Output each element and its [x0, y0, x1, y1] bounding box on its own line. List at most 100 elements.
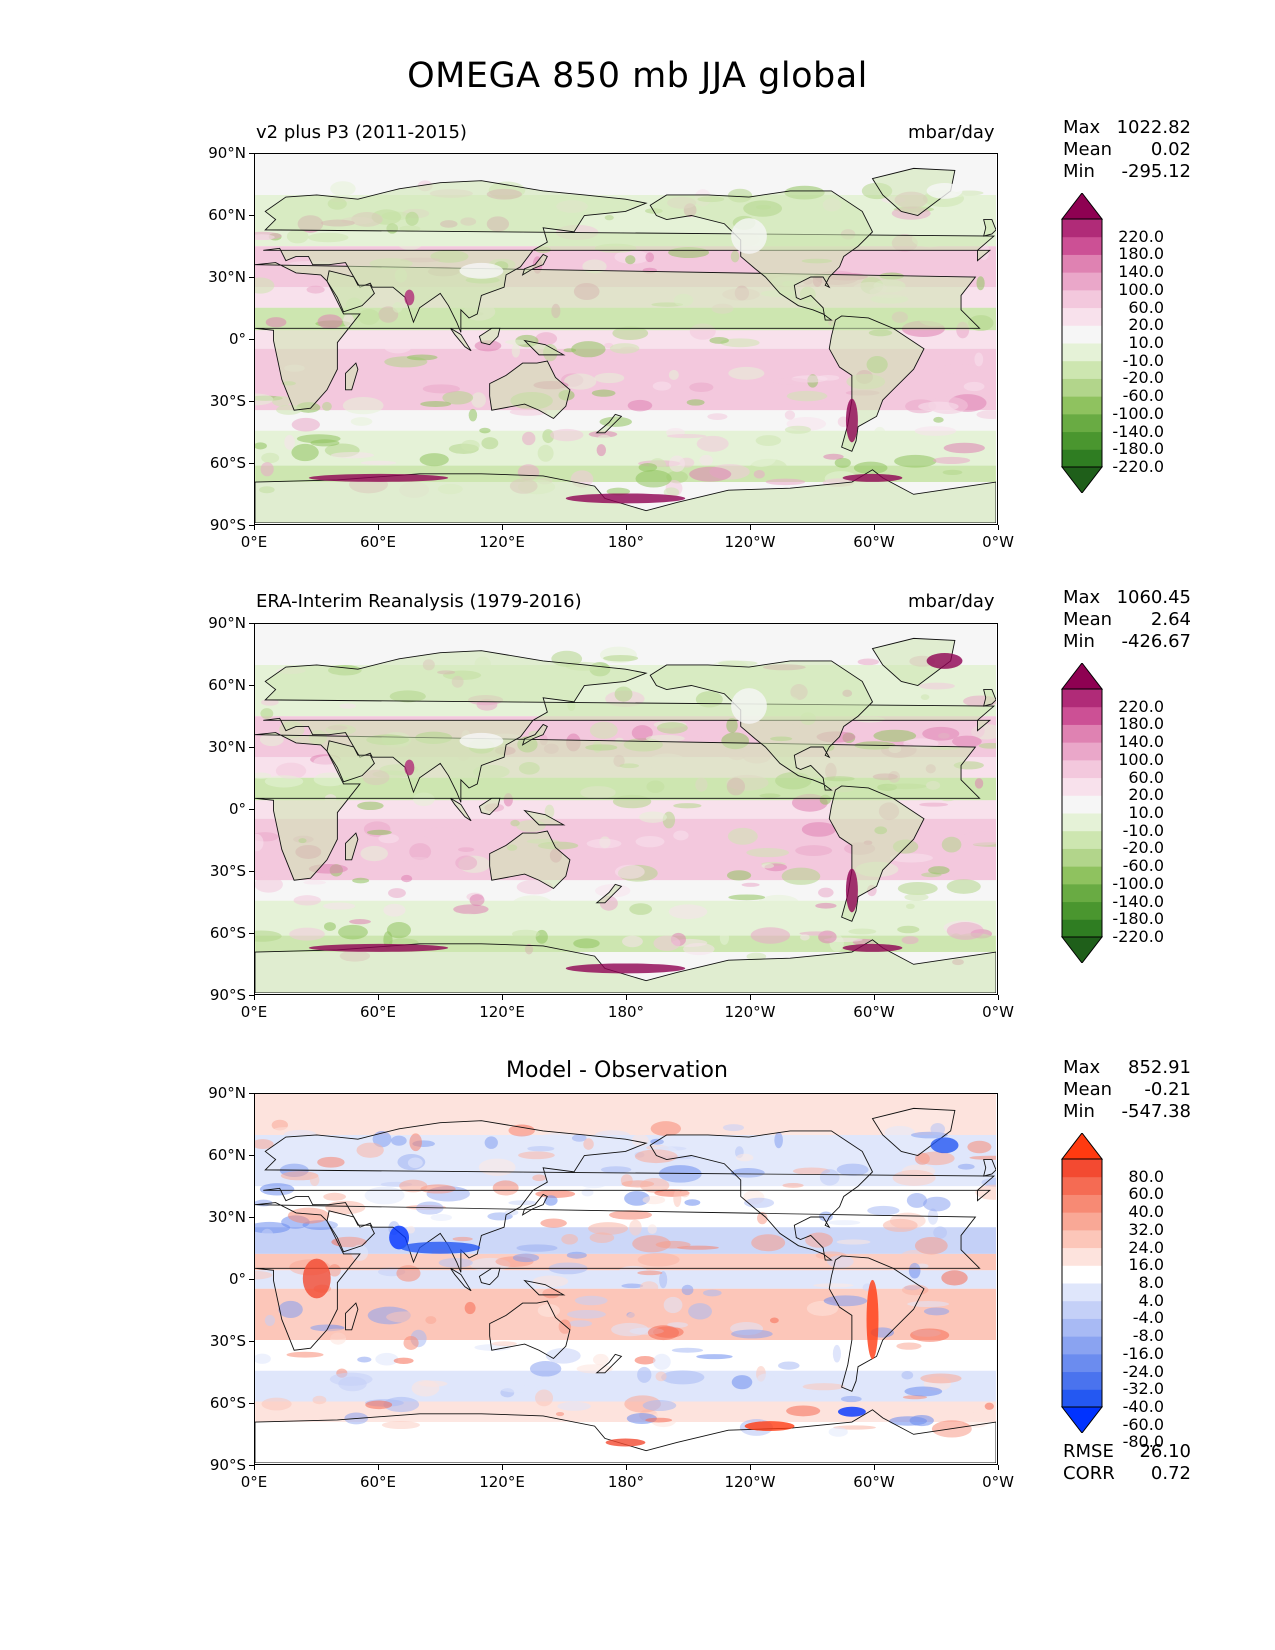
stat-mean-value: -0.21	[1144, 1079, 1191, 1100]
coastline-sumatra	[450, 1267, 472, 1292]
field-blob	[458, 847, 475, 852]
field-blob	[265, 317, 287, 328]
field-blob	[481, 437, 499, 450]
field-blob	[920, 694, 930, 700]
field-blob	[910, 1328, 950, 1342]
field-blob	[271, 395, 291, 407]
field-blob	[688, 1303, 712, 1320]
field-band	[255, 1270, 996, 1289]
field-feature	[731, 218, 767, 254]
field-blob	[840, 1395, 862, 1403]
field-blob	[442, 390, 474, 405]
field-blob	[889, 853, 933, 863]
field-blob	[642, 1195, 666, 1205]
field-blob	[329, 1372, 373, 1386]
field-blob	[757, 1212, 768, 1225]
field-blob	[261, 698, 279, 706]
field-blob	[452, 1236, 473, 1242]
field-blob	[609, 343, 640, 354]
colorbar-segment	[1062, 830, 1102, 849]
colorbar-label: -40.0	[1122, 1397, 1164, 1416]
field-blob	[656, 722, 688, 734]
colorbar-segment	[1062, 1229, 1102, 1249]
field-blob	[668, 369, 679, 381]
coastline-borneo	[478, 327, 501, 346]
field-blob	[306, 285, 325, 294]
y-tick-label: 30°N	[208, 738, 246, 756]
field-blob	[799, 931, 834, 936]
field-blob	[666, 470, 688, 484]
stat-min-value: -426.67	[1121, 631, 1191, 652]
field-blob	[769, 1317, 779, 1324]
field-blob	[731, 1168, 765, 1178]
colorbar-label: 100.0	[1118, 749, 1164, 769]
field-blob	[635, 469, 672, 488]
field-blob	[689, 382, 714, 392]
field-blob	[409, 843, 432, 861]
field-blob	[635, 835, 665, 848]
field-blob	[286, 1351, 324, 1358]
field-blob	[261, 452, 280, 464]
field-blob	[642, 1400, 677, 1412]
colorbar-label: 80.0	[1128, 1166, 1164, 1186]
field-blob	[357, 801, 384, 811]
coastline-north_america	[649, 660, 874, 791]
field-blob	[510, 819, 520, 827]
field-blob	[663, 1296, 683, 1314]
field-blob	[930, 1122, 946, 1136]
x-tick	[874, 995, 875, 1000]
field-blob	[680, 1190, 690, 1198]
field-blob	[626, 1309, 668, 1324]
colorbar-label: 40.0	[1128, 1202, 1164, 1222]
field-blob	[946, 922, 984, 940]
colorbar-label: 140.0	[1118, 732, 1164, 752]
field-blob	[629, 903, 653, 915]
field-blob	[468, 408, 478, 422]
field-blob	[588, 1222, 629, 1235]
x-tick-label: 60°E	[359, 1003, 397, 1021]
field-blob	[557, 1401, 591, 1411]
stat-min-label: Min	[1063, 161, 1095, 182]
field-blob	[753, 469, 765, 479]
field-blob	[383, 1396, 420, 1413]
field-blob	[818, 1211, 833, 1222]
y-tick	[249, 685, 254, 686]
field-blob	[255, 393, 274, 406]
y-tick	[249, 215, 254, 216]
field-blob	[639, 1281, 659, 1294]
field-blob	[492, 1180, 519, 1196]
field-blob	[800, 934, 810, 941]
field-blob	[933, 416, 944, 423]
field-blob	[287, 1207, 330, 1224]
y-tick	[249, 1279, 254, 1280]
colorbar-segment	[1062, 1176, 1102, 1195]
field-feature	[459, 732, 504, 749]
field-blob	[974, 778, 984, 789]
field-blob	[659, 1271, 668, 1289]
coastline-uk	[983, 219, 996, 237]
field-blob	[317, 314, 343, 329]
x-tick-label: 60°W	[853, 1473, 895, 1491]
field-blob	[836, 1239, 871, 1245]
field-blob	[848, 928, 877, 935]
coastline-japan	[521, 723, 548, 746]
field-blob	[406, 354, 438, 361]
colorbar-label: -100.0	[1112, 873, 1164, 893]
field-blob	[422, 384, 460, 394]
coastline-australia	[489, 830, 571, 890]
x-tick	[254, 995, 255, 1000]
x-tick-label: 0°W	[982, 533, 1014, 551]
panel-3-colorbar	[1060, 1133, 1104, 1433]
field-blob	[914, 1236, 948, 1255]
y-tick-label: 60°S	[209, 924, 246, 942]
y-tick	[249, 1093, 254, 1094]
field-blob	[499, 1385, 538, 1393]
field-blob	[815, 902, 837, 909]
field-blob	[589, 1232, 615, 1243]
field-blob	[638, 811, 667, 823]
stat-mean-label: Mean	[1063, 139, 1113, 160]
field-blob	[784, 410, 796, 420]
colorbar-label: -60.0	[1122, 1414, 1164, 1434]
field-blob	[899, 1250, 929, 1268]
field-blob	[594, 1130, 630, 1141]
